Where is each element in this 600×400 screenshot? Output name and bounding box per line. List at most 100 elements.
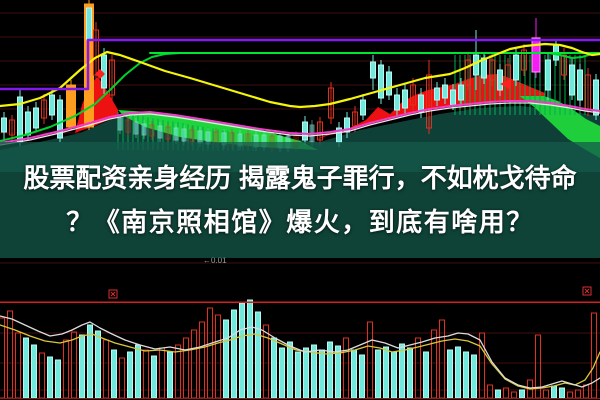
volume-bar xyxy=(231,309,237,399)
red-diamond-marker xyxy=(95,69,105,79)
volume-bar xyxy=(47,356,53,399)
candle-body xyxy=(66,84,76,128)
candle-body xyxy=(86,7,92,41)
candle-body xyxy=(442,84,448,99)
candle-body xyxy=(117,117,123,131)
volume-bar xyxy=(551,385,557,399)
volume-bar xyxy=(143,349,149,399)
candle-body xyxy=(531,37,541,73)
volume-bar xyxy=(135,344,141,399)
candle-body xyxy=(481,57,487,79)
candle-body xyxy=(513,54,519,81)
volume-bar xyxy=(23,337,29,399)
candle-body xyxy=(1,117,7,133)
candle-body xyxy=(386,71,392,96)
yellow-ma-line xyxy=(0,42,600,109)
volume-bar xyxy=(359,354,365,399)
value-label: ←0.01 xyxy=(203,256,227,265)
volume-bar xyxy=(583,384,589,399)
volume-bar xyxy=(31,344,37,399)
volume-bar xyxy=(567,391,573,399)
volume-bar xyxy=(375,349,381,399)
candle-body xyxy=(57,99,63,139)
volume-bar xyxy=(303,347,309,399)
headline-overlay: 股票配资亲身经历 揭露鬼子罪行，不如枕戈待命 ？《南京照相馆》爆火，到底有啥用？ xyxy=(0,142,600,258)
volume-bar xyxy=(511,391,517,399)
volume-bar xyxy=(543,389,549,399)
volume-bar xyxy=(127,351,133,399)
candle-body xyxy=(497,69,503,91)
volume-bar xyxy=(559,387,565,399)
volume-bar xyxy=(223,319,229,399)
tiny-red-glyph-right xyxy=(582,286,592,296)
volume-bar xyxy=(295,351,301,399)
volume-bar xyxy=(407,347,413,399)
magenta-ma-line xyxy=(0,100,600,144)
volume-bar xyxy=(7,310,13,399)
candle-body xyxy=(458,84,464,101)
volume-bar xyxy=(431,329,437,399)
volume-bar xyxy=(471,354,477,399)
candle-body xyxy=(418,94,424,113)
candle-body xyxy=(521,49,527,71)
candle-body xyxy=(352,111,358,127)
volume-bar xyxy=(191,329,197,399)
volume-bar xyxy=(79,334,85,399)
volume-bar xyxy=(463,351,469,399)
candle-body xyxy=(402,89,408,109)
candle-body xyxy=(157,125,163,139)
candle-body xyxy=(569,64,575,96)
candle-body xyxy=(360,99,366,116)
volume-bar xyxy=(287,341,293,399)
volume-bar xyxy=(575,389,581,399)
purple-step-line xyxy=(0,38,600,91)
volume-bar xyxy=(487,384,493,399)
volume-bar xyxy=(215,314,221,399)
volume-bar xyxy=(63,339,69,399)
volume-bar xyxy=(71,331,77,399)
volume-bar xyxy=(447,349,453,399)
volume-bar xyxy=(207,307,213,399)
green-ma-line xyxy=(0,52,600,142)
volume-bar xyxy=(495,389,501,399)
candle-body xyxy=(109,59,115,96)
candle-body xyxy=(450,89,456,106)
candle-body xyxy=(473,54,479,76)
candle-body xyxy=(434,87,440,101)
volume-bar xyxy=(343,337,349,399)
volume-bar xyxy=(255,311,261,399)
volume-bar xyxy=(327,341,333,399)
tiny-red-glyph-left xyxy=(110,291,116,297)
volume-bar xyxy=(111,349,117,399)
candle-body xyxy=(302,121,308,141)
volume-bar xyxy=(455,346,461,399)
candle-body xyxy=(9,119,15,136)
volume-bar xyxy=(519,389,525,399)
volume-bar xyxy=(271,337,277,399)
volume-bar xyxy=(15,332,21,399)
volume-bar xyxy=(279,347,285,399)
tiny-red-glyph-left xyxy=(108,289,118,299)
volume-bar xyxy=(247,299,253,399)
volume-bar xyxy=(319,349,325,399)
candle-body xyxy=(165,126,171,140)
volume-bar xyxy=(55,359,61,399)
red-triangle-marker xyxy=(500,79,510,89)
candle-body xyxy=(141,123,147,136)
volume-bar xyxy=(183,337,189,399)
volume-bar xyxy=(0,317,5,399)
candle-body xyxy=(133,121,139,135)
volume-bar xyxy=(239,302,245,399)
candle-body xyxy=(149,124,155,137)
volume-bar xyxy=(439,319,445,399)
candle-body xyxy=(577,69,583,101)
candle-body xyxy=(49,94,55,116)
headline-line1: 股票配资亲身经历 揭露鬼子罪行，不如枕戈待命 xyxy=(23,163,577,193)
tiny-red-glyph-right xyxy=(584,288,590,294)
candle-body xyxy=(426,74,432,129)
volume-bar xyxy=(351,349,357,399)
volume-bar xyxy=(95,330,101,399)
candle-body xyxy=(394,94,400,111)
candle-body xyxy=(41,99,47,119)
